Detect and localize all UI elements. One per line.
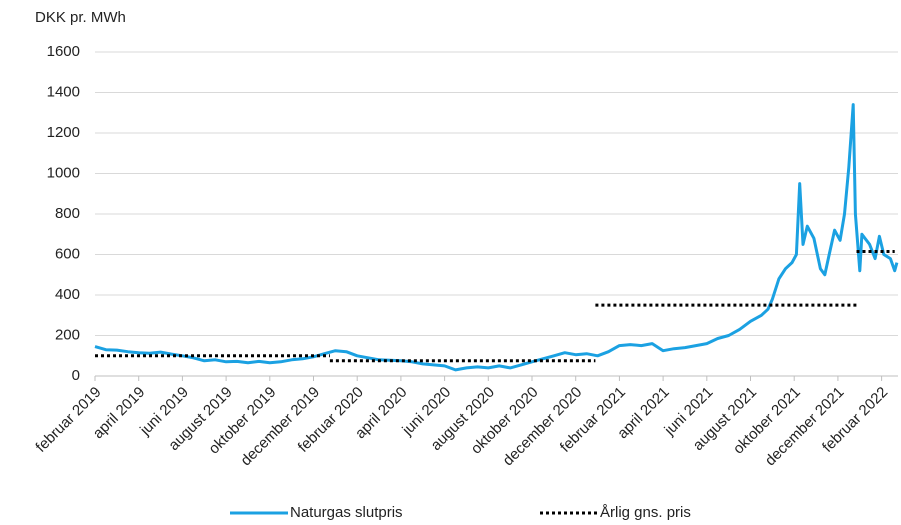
y-tick-label: 800 xyxy=(55,205,80,222)
legend-label: Naturgas slutpris xyxy=(290,504,403,521)
y-tick-label: 1200 xyxy=(47,124,80,141)
y-tick-label: 1000 xyxy=(47,164,80,181)
y-tick-label: 600 xyxy=(55,245,80,262)
x-tick-label: december 2019 xyxy=(237,384,323,470)
x-tick-label: februar 2019 xyxy=(32,384,104,456)
y-tick-label: 400 xyxy=(55,286,80,303)
y-tick-label: 200 xyxy=(55,326,80,343)
legend-label: Årlig gns. pris xyxy=(600,504,691,521)
line-series xyxy=(94,103,899,372)
x-tick-label: december 2020 xyxy=(500,384,586,470)
y-tick-label: 0 xyxy=(72,367,80,384)
line-series xyxy=(95,250,895,363)
y-axis-label: DKK pr. MWh xyxy=(35,9,126,26)
y-tick-label: 1600 xyxy=(47,43,80,60)
y-tick-label: 1400 xyxy=(47,83,80,100)
x-tick-label: december 2021 xyxy=(762,384,848,470)
